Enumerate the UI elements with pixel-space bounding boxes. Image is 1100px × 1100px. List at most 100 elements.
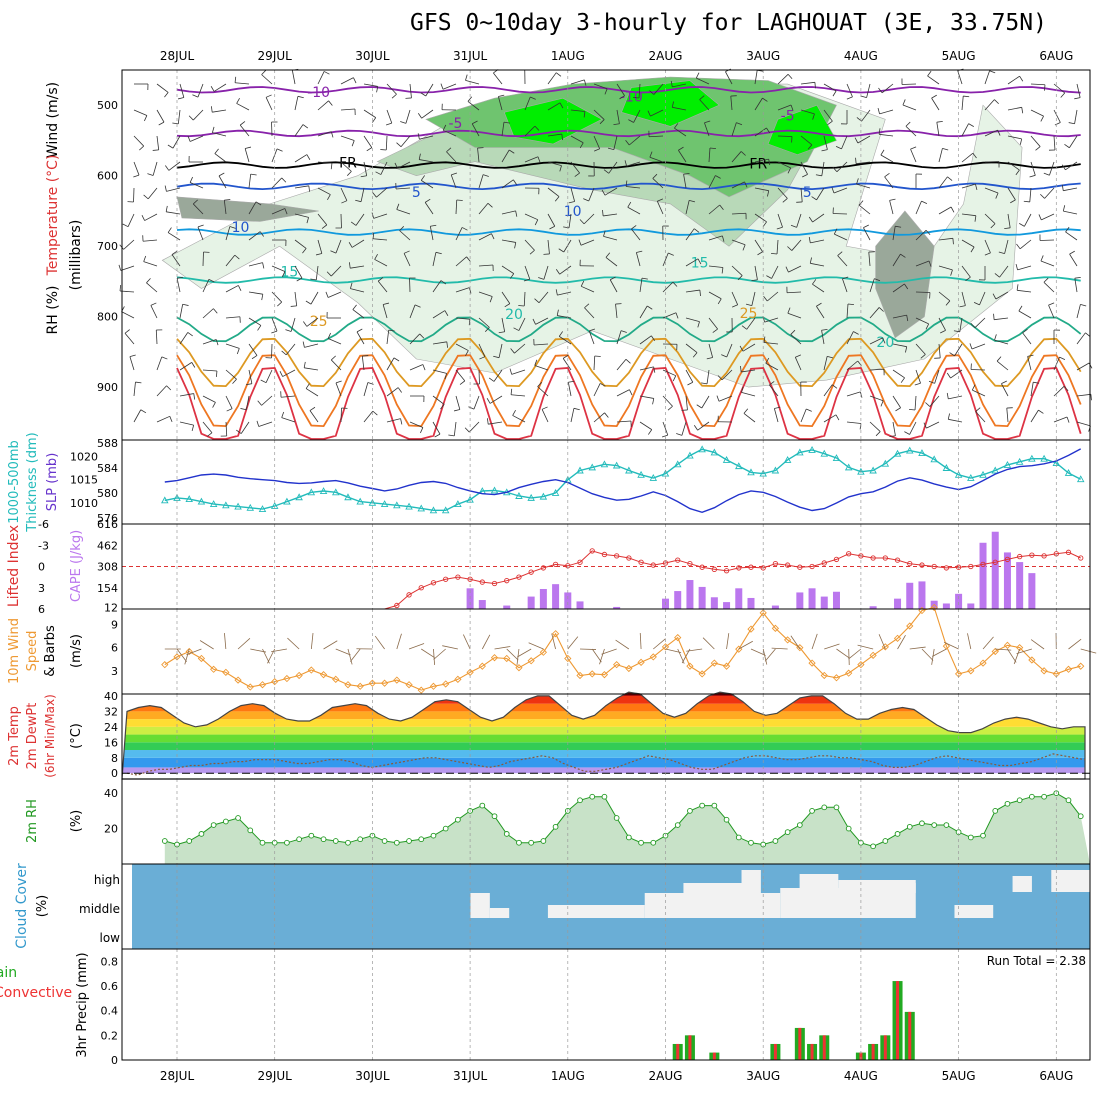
wind-point [930,603,938,612]
cloud-block-10 [954,905,994,918]
wind-barb [236,103,250,111]
thickness-point [588,463,596,471]
wind-barb [197,226,204,241]
wind-barb-flag [928,260,932,267]
wind-barb [915,229,927,241]
wind-barb [281,417,296,423]
wind-point [478,662,486,670]
precip-tick-1: 0.2 [101,1029,119,1042]
wind-barb-flag [215,339,219,346]
wind-barb [584,307,595,319]
date-top-6AUG: 6AUG [1039,49,1073,63]
wind10-barb [848,648,850,666]
wind-barb-flag [904,283,909,290]
wind-barb [455,256,467,267]
wind-barb [1007,75,1020,85]
label-wind10-unit: (m/s) [69,634,84,668]
wind-barb [179,304,184,319]
wind-barb [812,213,825,223]
wind-barb-flag [212,402,216,408]
wind-barb [931,97,940,111]
lifted-point [1041,553,1047,559]
wind-barb [317,100,329,111]
temp-band-7 [122,711,1085,720]
wind-barb-flag [968,123,974,127]
wind-barb-flag [683,172,690,175]
wind-barb-flag [878,307,884,312]
cape-bar-11 [686,580,694,609]
wind-barb [972,389,986,397]
wind-barb-flag [647,429,653,435]
wind10-barb [551,633,556,650]
wind-barb [984,239,991,254]
temp-band-1 [122,757,1085,768]
wind-barb [570,187,576,202]
lifted-tick-6: 6 [38,603,45,616]
cape-bar-31 [991,531,999,609]
wind-barb [995,291,1009,300]
wind-barb-flag [737,275,743,281]
wind-barb [291,70,296,85]
wind10m-panel: 369 [111,603,1097,694]
wind-barb [961,239,975,248]
wind-barb-flag [1060,92,1066,98]
date-top-1AUG: 1AUG [551,49,585,63]
wind-barb-flag [330,163,333,170]
wind-barb [1007,135,1022,140]
rh2m-point [796,822,803,828]
wind-barb-flag [251,355,258,360]
lifted-point [760,565,766,571]
wind-barb-flag [192,94,199,98]
wind-barb-flag [234,76,237,83]
thickness-point [832,454,841,461]
wind10-barb [665,648,682,653]
wind-barb-flag [187,135,191,142]
lifted-tick--3: -3 [38,539,49,552]
wind-barb [202,369,217,372]
wind-barb [317,131,332,137]
thickness-point [551,488,560,496]
temp-band-3 [122,742,1085,751]
wind-barb [305,388,319,397]
wind-barb [961,265,971,278]
wind-barb-flag [821,149,828,152]
wind-barb-flag [920,354,926,359]
wind-barb-flag [232,378,237,384]
wind-barb [999,265,1009,278]
rh2m-point [1016,797,1023,804]
wind-point [405,681,413,689]
wind-barb [497,96,503,111]
wind-barb [468,421,480,433]
rh2m-point [650,839,657,846]
lifted-point [626,555,632,561]
wind-barb [1076,304,1081,319]
wind-barb-flag [970,323,976,328]
wind-barb-flag [420,175,426,181]
wind-barb-flag [276,148,283,152]
wind-barb-flag [468,287,472,294]
wind-barb-flag [990,223,996,229]
wind-barb-flag [875,431,881,437]
wind-barb [150,305,158,319]
wind-barb [202,308,214,319]
wind-barb-flag [835,146,842,150]
wind-barb-flag [693,228,700,233]
wind-barb-flag [1015,263,1018,270]
wind-barb-flag [346,171,352,176]
wind10-barb [517,648,532,658]
thickness-point [1003,460,1012,468]
wind-barb-flag [996,356,1002,362]
wind-barb-flag [383,302,390,305]
wind-barb [869,421,881,432]
lifted-point [846,551,852,557]
wind-point [674,633,682,642]
wind-barb-flag [305,300,312,305]
wind-point [551,630,560,638]
wind-barb [857,135,871,144]
wind-barb [382,304,388,319]
rh2m-point [223,818,229,825]
wind-barb-flag [282,271,286,278]
wind-barb [842,278,848,293]
wind-barb [189,135,204,142]
wind-barb-flag [355,199,362,203]
